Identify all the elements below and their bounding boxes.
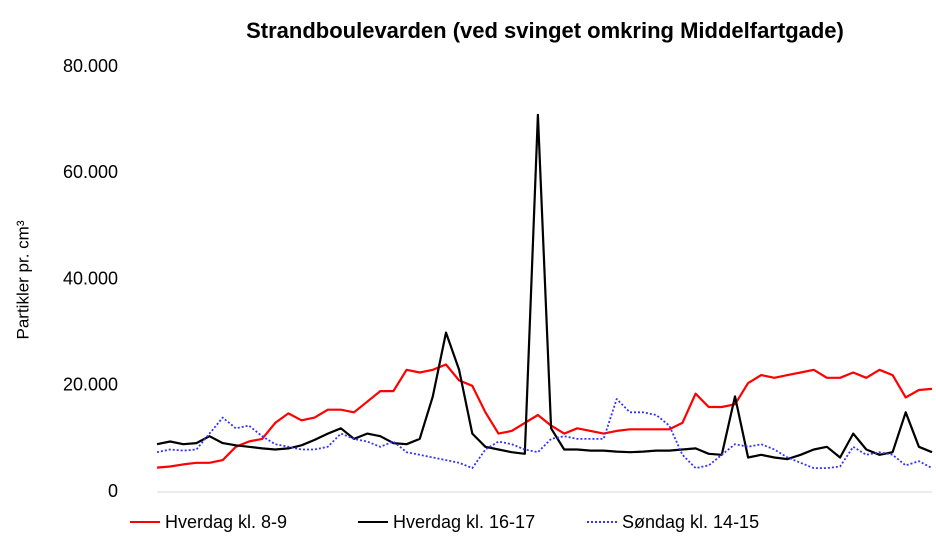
series-line [156,113,933,461]
legend-label: Hverdag kl. 8-9 [165,512,287,532]
legend-label: Hverdag kl. 16-17 [393,512,535,532]
y-tick-label: 80.000 [63,56,118,76]
y-tick-label: 40.000 [63,268,118,288]
series-line [156,398,933,469]
legend-label: Søndag kl. 14-15 [622,512,759,532]
y-tick-label: 60.000 [63,162,118,182]
series-line [156,363,933,469]
y-tick-label: 0 [108,481,118,501]
y-axis-label: Partikler pr. cm³ [13,220,32,339]
chart-title: Strandboulevarden (ved svinget omkring M… [246,18,844,43]
y-tick-label: 20.000 [63,375,118,395]
